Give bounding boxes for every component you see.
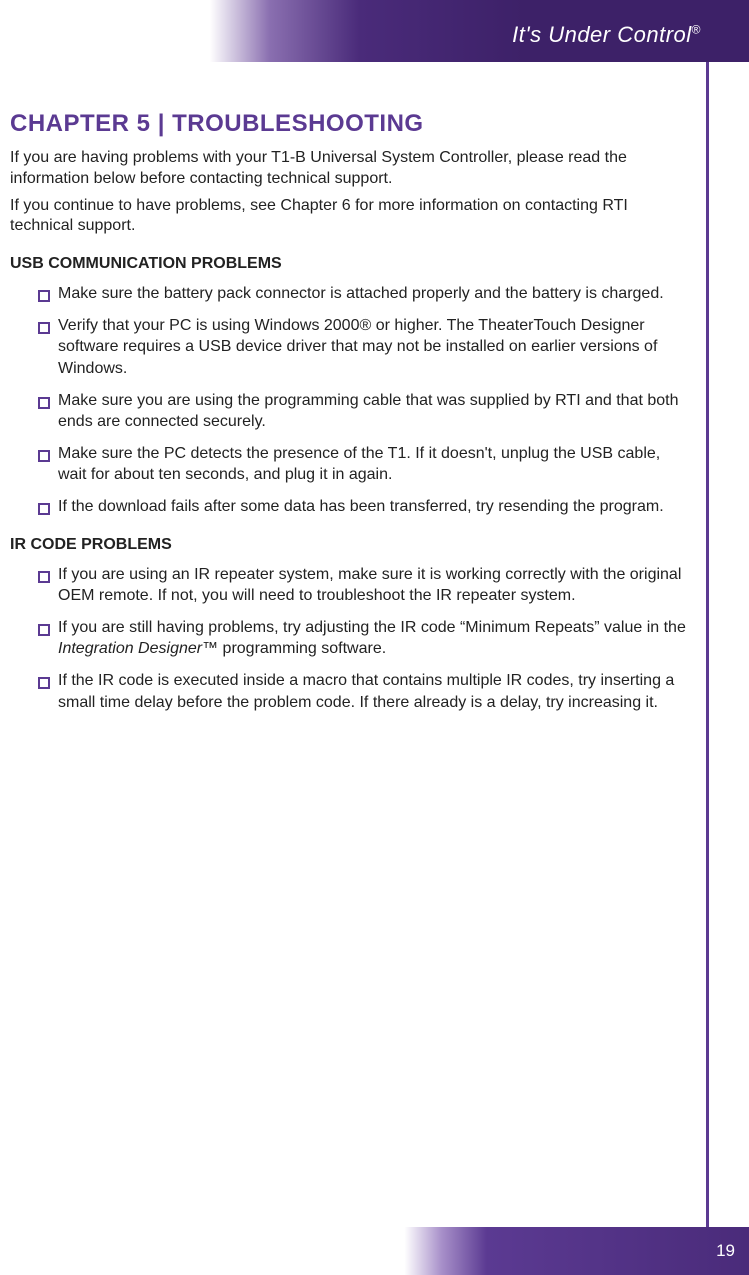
right-vertical-rule: [706, 62, 709, 1275]
intro-paragraph-1: If you are having problems with your T1-…: [10, 148, 689, 190]
software-name: Integration Designer™: [58, 640, 218, 657]
header-band: It's Under Control®: [0, 0, 749, 62]
intro-paragraph-2: If you continue to have problems, see Ch…: [10, 196, 689, 238]
page-number: 19: [716, 1241, 735, 1261]
list-item: Verify that your PC is using Windows 200…: [38, 315, 689, 380]
list-item: If the IR code is executed inside a macr…: [38, 670, 689, 713]
page-content: CHAPTER 5 | TROUBLESHOOTING If you are h…: [10, 110, 689, 723]
section-heading-usb: USB COMMUNICATION PROBLEMS: [10, 255, 689, 273]
header-tagline: It's Under Control®: [512, 22, 701, 48]
ir-problems-list: If you are using an IR repeater system, …: [10, 564, 689, 714]
list-item: If the download fails after some data ha…: [38, 496, 689, 518]
list-item: Make sure you are using the programming …: [38, 390, 689, 433]
tagline-text: It's Under Control: [512, 22, 692, 47]
footer-band: 19: [0, 1227, 749, 1275]
list-item: If you are using an IR repeater system, …: [38, 564, 689, 607]
section-heading-ir: IR CODE PROBLEMS: [10, 536, 689, 554]
usb-problems-list: Make sure the battery pack connector is …: [10, 283, 689, 517]
list-item: Make sure the PC detects the presence of…: [38, 443, 689, 486]
chapter-title: CHAPTER 5 | TROUBLESHOOTING: [10, 110, 689, 138]
tagline-mark: ®: [692, 23, 701, 37]
list-item: If you are still having problems, try ad…: [38, 617, 689, 660]
list-item: Make sure the battery pack connector is …: [38, 283, 689, 305]
